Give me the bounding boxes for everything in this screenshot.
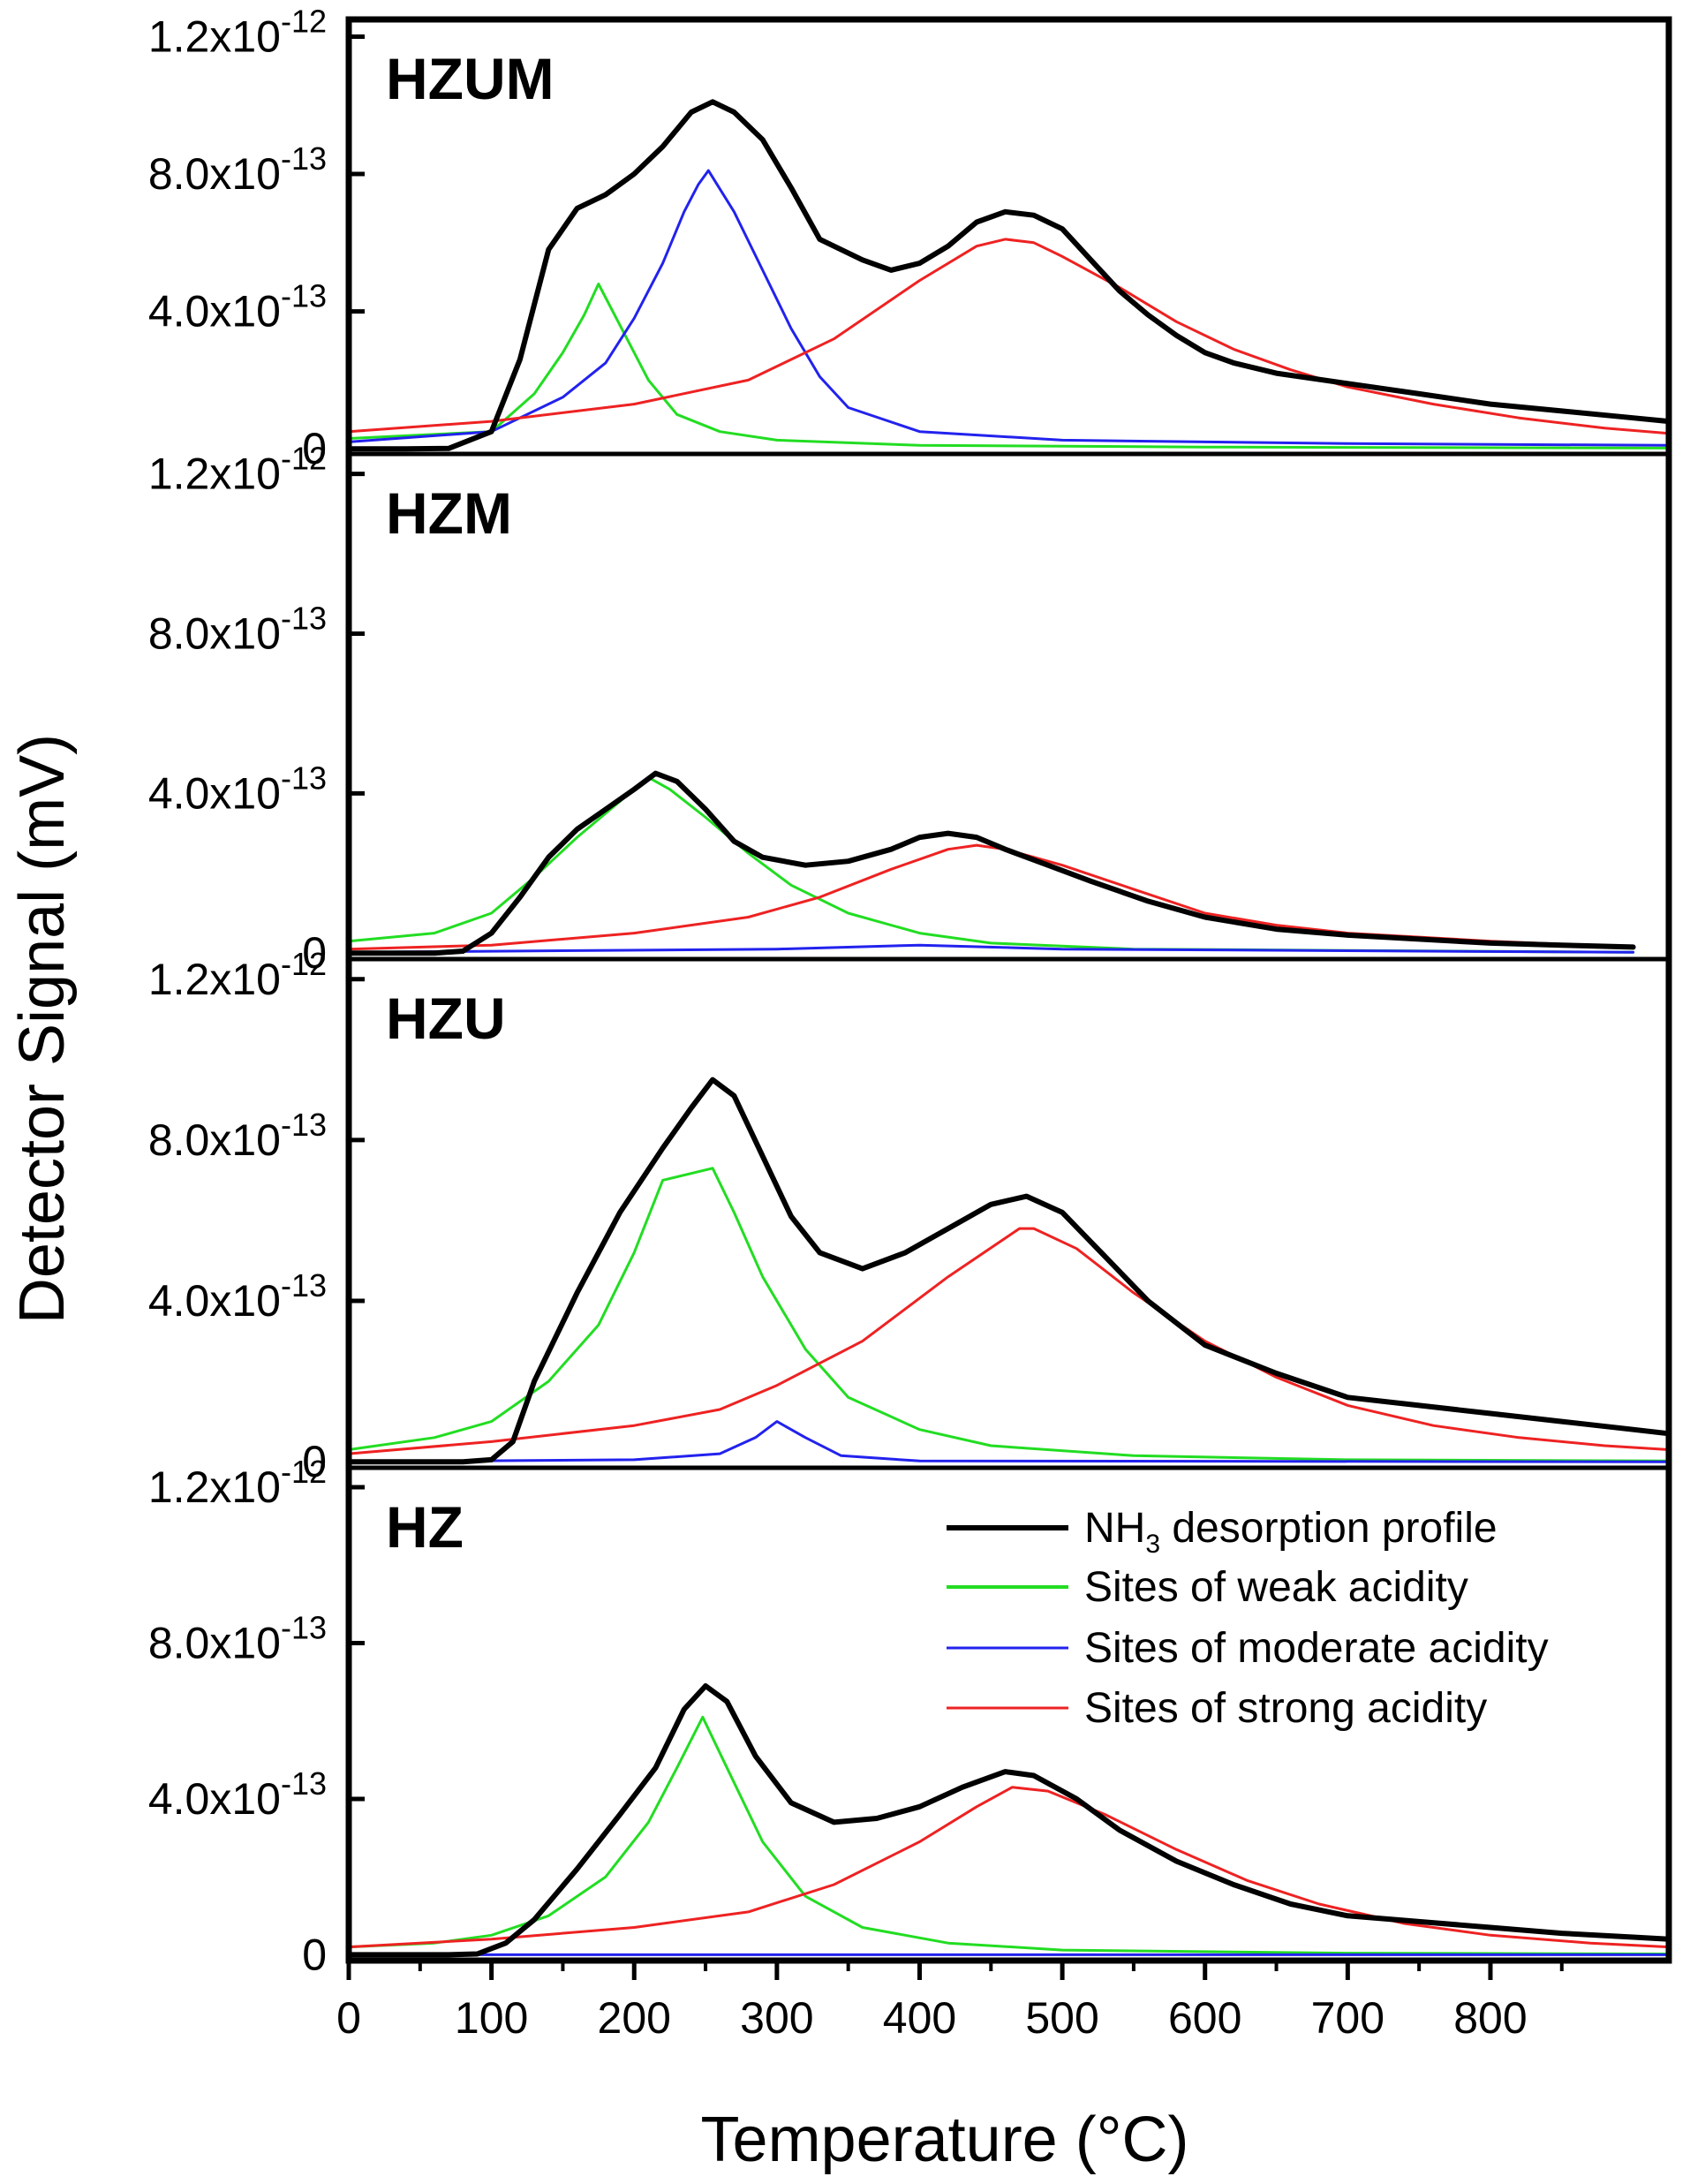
legend-label: Sites of weak acidity [1084, 1564, 1468, 1611]
legend-entry: Sites of moderate acidity [947, 1625, 1549, 1672]
panels-layer: HZUM 0 4.0x10-13 8.0x10-13 1.2x10-12 HZM 0 4.0x… [148, 3, 1671, 1979]
x-tick-label: 300 [740, 1993, 813, 2043]
hzm-moderate-line [347, 943, 1635, 954]
y-tick-label: 4.0x10-13 [148, 759, 327, 818]
hzm-weak-line [347, 775, 1635, 954]
hzum-moderate-line [347, 169, 1671, 447]
y-tick-label: 1.2x10-12 [148, 946, 327, 1004]
x-tick-label: 0 [336, 1993, 361, 2043]
hzm-strong-line [347, 843, 1635, 951]
hz-weak-line [347, 1715, 1671, 1955]
y-tick-label: 8.0x10-13 [148, 140, 327, 199]
hzu-weak-line [347, 1167, 1671, 1462]
panel-label: HZU [386, 986, 506, 1051]
x-tick-label: 100 [455, 1993, 528, 2043]
y-tick-label: 1.2x10-12 [148, 1454, 327, 1512]
frame-layer [345, 16, 1672, 1964]
y-tick-label: 1.2x10-12 [148, 441, 327, 499]
legend-entry: Sites of strong acidity [947, 1685, 1487, 1732]
hz-strong-line [347, 1786, 1671, 1949]
y-tick-label: 0 [302, 1930, 327, 1979]
y-tick-label: 0 [302, 424, 327, 473]
y-tick-label: 8.0x10-13 [148, 1107, 327, 1165]
legend-entry: Sites of weak acidity [947, 1564, 1468, 1611]
y-tick-label: 0 [302, 1437, 327, 1486]
panel-label: HZ [386, 1494, 464, 1560]
legend-label: Sites of strong acidity [1084, 1685, 1487, 1732]
panel-hzm: HZM 0 4.0x10-13 8.0x10-13 1.2x10-12 [148, 441, 1636, 978]
y-tick-label: 4.0x10-13 [148, 278, 327, 336]
panel-label: HZUM [386, 46, 555, 111]
x-axis: 0 100 200 300 400 500 600 700 800 [336, 1961, 1564, 2043]
panel-hzum: HZUM 0 4.0x10-13 8.0x10-13 1.2x10-12 [148, 3, 1671, 473]
legend-entry: NH3 desorption profile [947, 1505, 1498, 1559]
legend-label: Sites of moderate acidity [1084, 1625, 1549, 1672]
x-axis-title: Temperature (°C) [701, 2105, 1189, 2175]
panel-hzu: HZU 0 4.0x10-13 8.0x10-13 1.2x10-12 [148, 946, 1671, 1486]
y-tick-label: 1.2x10-12 [148, 3, 327, 61]
hzu-profile-line [346, 1077, 1671, 1465]
legend-label: NH3 desorption profile [1084, 1505, 1498, 1559]
y-tick-label: 4.0x10-13 [148, 1765, 327, 1824]
hzum-weak-line [347, 283, 1671, 450]
hzm-profile-line [346, 770, 1636, 956]
panel-label: HZM [386, 480, 512, 546]
y-tick-label: 8.0x10-13 [148, 1609, 327, 1667]
y-tick-label: 0 [302, 928, 327, 978]
hzum-profile-line [346, 99, 1671, 452]
x-tick-label: 700 [1311, 1993, 1384, 2043]
plot-frame [345, 16, 1672, 1964]
hz-profile-line [346, 1683, 1671, 1958]
hzum-strong-line [347, 238, 1671, 435]
y-tick-label: 4.0x10-13 [148, 1267, 327, 1326]
hzu-moderate-line [347, 1420, 1671, 1463]
hzu-strong-line [347, 1227, 1671, 1455]
x-tick-label: 500 [1025, 1993, 1098, 2043]
x-tick-label: 800 [1453, 1993, 1527, 2043]
x-tick-label: 600 [1168, 1993, 1241, 2043]
x-tick-label: 400 [883, 1993, 956, 2043]
panel-hz: HZ 0 4.0x10-13 8.0x10-13 1.2x10-12 [148, 1454, 1671, 1979]
x-tick-label: 200 [598, 1993, 671, 2043]
legend: NH3 desorption profile Sites of weak acid… [947, 1505, 1549, 1732]
y-tick-label: 8.0x10-13 [148, 600, 327, 658]
y-axis-title: Detector Signal (mV) [7, 734, 78, 1324]
